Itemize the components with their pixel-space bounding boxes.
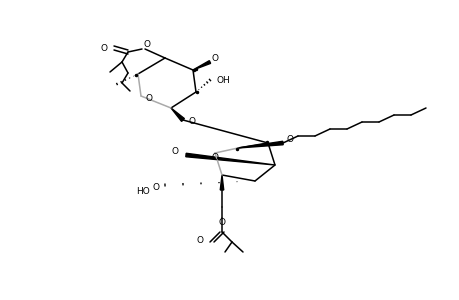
Text: O: O (286, 134, 293, 143)
Polygon shape (220, 175, 223, 190)
Text: O: O (101, 44, 108, 52)
Text: O: O (172, 148, 179, 157)
Text: O: O (211, 154, 218, 163)
Text: O: O (143, 40, 150, 49)
Text: O: O (218, 218, 225, 227)
Text: HO: HO (136, 187, 150, 196)
Polygon shape (237, 141, 283, 148)
Text: O: O (153, 182, 160, 191)
Text: O: O (196, 236, 203, 245)
Text: O: O (189, 116, 196, 125)
Text: O: O (146, 94, 153, 103)
Text: O: O (212, 53, 218, 62)
Polygon shape (171, 108, 184, 122)
Polygon shape (185, 153, 274, 165)
Polygon shape (193, 61, 210, 70)
Text: OH: OH (217, 76, 230, 85)
